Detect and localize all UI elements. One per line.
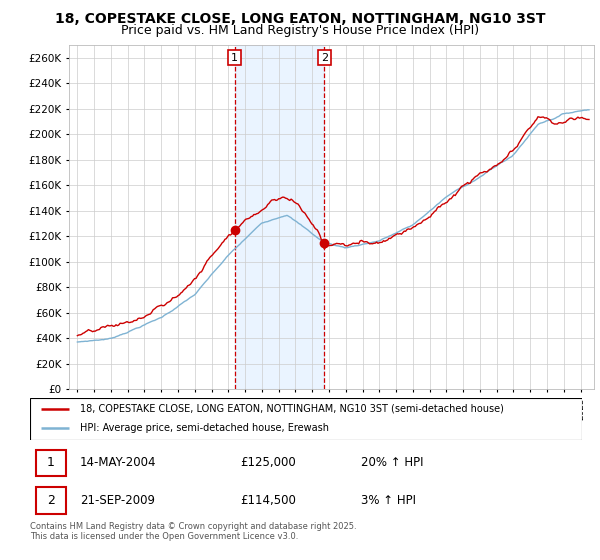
Text: £125,000: £125,000 xyxy=(240,456,296,469)
Text: £114,500: £114,500 xyxy=(240,494,296,507)
Text: 2: 2 xyxy=(47,494,55,507)
Text: Price paid vs. HM Land Registry's House Price Index (HPI): Price paid vs. HM Land Registry's House … xyxy=(121,24,479,36)
Text: 14-MAY-2004: 14-MAY-2004 xyxy=(80,456,156,469)
Text: 3% ↑ HPI: 3% ↑ HPI xyxy=(361,494,416,507)
Bar xyxy=(235,45,324,389)
Bar xyxy=(35,487,66,514)
Text: 18, COPESTAKE CLOSE, LONG EATON, NOTTINGHAM, NG10 3ST: 18, COPESTAKE CLOSE, LONG EATON, NOTTING… xyxy=(55,12,545,26)
Text: 1: 1 xyxy=(47,456,55,469)
Text: 18, COPESTAKE CLOSE, LONG EATON, NOTTINGHAM, NG10 3ST (semi-detached house): 18, COPESTAKE CLOSE, LONG EATON, NOTTING… xyxy=(80,404,503,414)
Bar xyxy=(35,450,66,476)
Text: 21-SEP-2009: 21-SEP-2009 xyxy=(80,494,155,507)
Text: Contains HM Land Registry data © Crown copyright and database right 2025.
This d: Contains HM Land Registry data © Crown c… xyxy=(30,522,356,542)
Text: 2: 2 xyxy=(321,53,328,63)
Text: 20% ↑ HPI: 20% ↑ HPI xyxy=(361,456,424,469)
Text: 1: 1 xyxy=(231,53,238,63)
Text: HPI: Average price, semi-detached house, Erewash: HPI: Average price, semi-detached house,… xyxy=(80,423,329,433)
